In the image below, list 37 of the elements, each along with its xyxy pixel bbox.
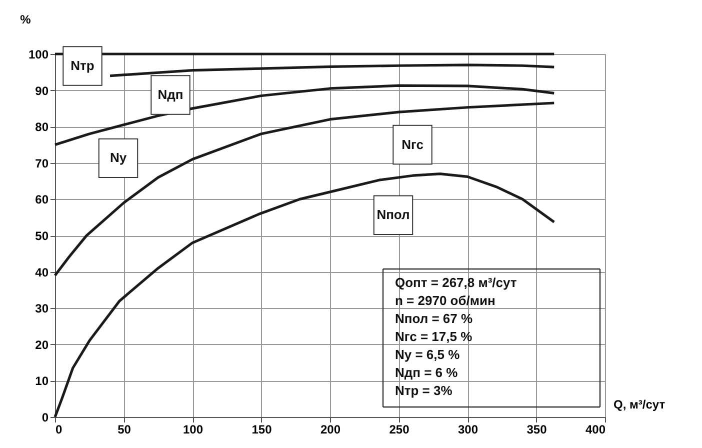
annotation: Nу = 6,5 %	[395, 347, 460, 362]
annotation: Nдп	[158, 87, 184, 102]
annotation: n = 2970 об/мин	[395, 293, 496, 308]
line-series	[54, 172, 556, 418]
annotation: Qопт = 267,8 м³/сут	[395, 275, 517, 290]
y-tick-label: 50	[35, 229, 49, 243]
x-tick-label: 300	[458, 422, 478, 436]
annotation: Nпол	[376, 207, 410, 222]
y-tick-label: 80	[35, 120, 49, 134]
y-tick-label: 30	[35, 302, 49, 316]
x-tick-label: 150	[252, 422, 272, 436]
y-tick-label: 20	[35, 338, 49, 352]
annotation: Nтр = 3%	[395, 383, 453, 398]
annotation: Nдп = 6 %	[395, 365, 458, 380]
x-tick-label: 200	[320, 422, 341, 436]
annotation: Nу	[110, 150, 128, 166]
y-axis-title: %	[20, 12, 32, 26]
y-tick-label: 0	[42, 410, 49, 424]
x-tick-label: 0	[56, 422, 62, 436]
line-series	[108, 64, 556, 78]
line-series	[54, 102, 556, 277]
x-tick-label: 400	[585, 422, 606, 436]
x-axis-title: Q, м³/сут	[614, 398, 666, 412]
annotation: Nгс = 17,5 %	[395, 329, 473, 344]
annotation: Nтр	[70, 58, 94, 73]
x-tick-label: 100	[182, 422, 204, 436]
x-tick-label: 250	[389, 422, 410, 436]
x-tick-label: 350	[526, 422, 548, 436]
y-tick-label: 60	[35, 192, 49, 207]
y-tick-label: 90	[35, 84, 49, 98]
y-tick-label: 10	[35, 374, 49, 388]
annotation: Nгс	[402, 136, 424, 152]
x-tick-label: 50	[118, 422, 132, 436]
annotation: Nпол = 67 %	[395, 311, 474, 326]
y-tick-label: 100	[28, 48, 49, 62]
y-tick-label: 70	[35, 156, 49, 170]
y-tick-label: 40	[35, 265, 49, 280]
